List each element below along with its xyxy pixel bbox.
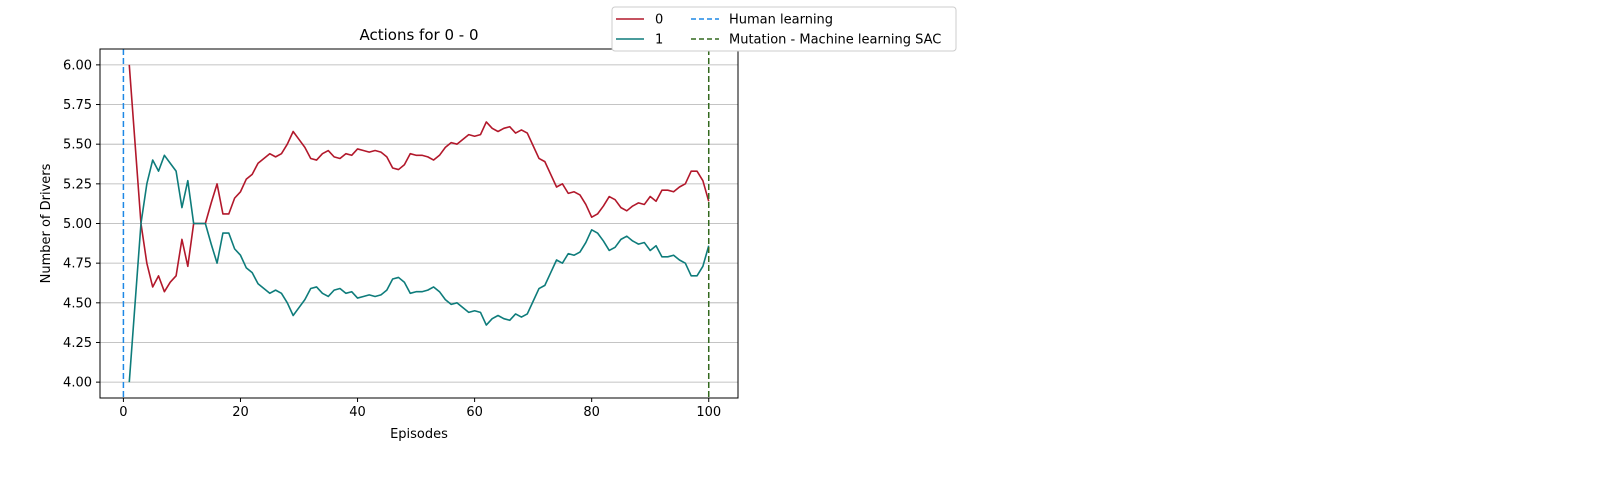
legend-items: 0 1 Human learning Mutation - Machine learn… bbox=[616, 13, 941, 48]
y-tick-label: 4.50 bbox=[63, 296, 92, 311]
x-tick-label: 100 bbox=[696, 405, 721, 420]
y-tick-label: 4.25 bbox=[63, 336, 92, 351]
legend-label-series-0: 0 bbox=[655, 13, 663, 28]
y-tick-label: 4.75 bbox=[63, 257, 92, 272]
legend-box bbox=[611, 6, 957, 52]
x-axis-ticks: 0 20 40 60 80 100 bbox=[119, 398, 721, 420]
y-tick-label: 4.00 bbox=[63, 376, 92, 391]
legend-label-vline: Human learning bbox=[729, 13, 833, 28]
x-tick-label: 0 bbox=[119, 405, 127, 420]
series-lines bbox=[128, 64, 710, 383]
legend-label-series-1: 1 bbox=[655, 33, 663, 48]
y-axis-ticks: 4.00 4.25 4.50 4.75 5.00 5.25 5.50 5.75 6.00 bbox=[63, 58, 100, 391]
y-tick-label: 5.25 bbox=[63, 177, 92, 192]
x-tick-label: 80 bbox=[583, 405, 600, 420]
legend-label-vline: Mutation - Machine learning SAC bbox=[729, 33, 941, 48]
y-tick-label: 5.75 bbox=[63, 98, 92, 113]
chart-title: Actions for 0 - 0 bbox=[360, 26, 479, 44]
series-line-1 bbox=[128, 154, 710, 383]
x-tick-label: 20 bbox=[232, 405, 249, 420]
x-axis-title: Episodes bbox=[390, 427, 448, 442]
y-axis-title: Number of Drivers bbox=[39, 163, 54, 283]
y-tick-label: 5.50 bbox=[63, 138, 92, 153]
x-tick-label: 40 bbox=[349, 405, 366, 420]
grid bbox=[100, 64, 738, 383]
series-line-0 bbox=[128, 64, 710, 293]
vertical-markers bbox=[122, 49, 710, 398]
x-tick-label: 60 bbox=[466, 405, 483, 420]
y-tick-label: 5.00 bbox=[63, 217, 92, 232]
legend: 0 1 Human learning Mutation - Machine learn… bbox=[611, 6, 957, 52]
y-tick-label: 6.00 bbox=[63, 58, 92, 73]
